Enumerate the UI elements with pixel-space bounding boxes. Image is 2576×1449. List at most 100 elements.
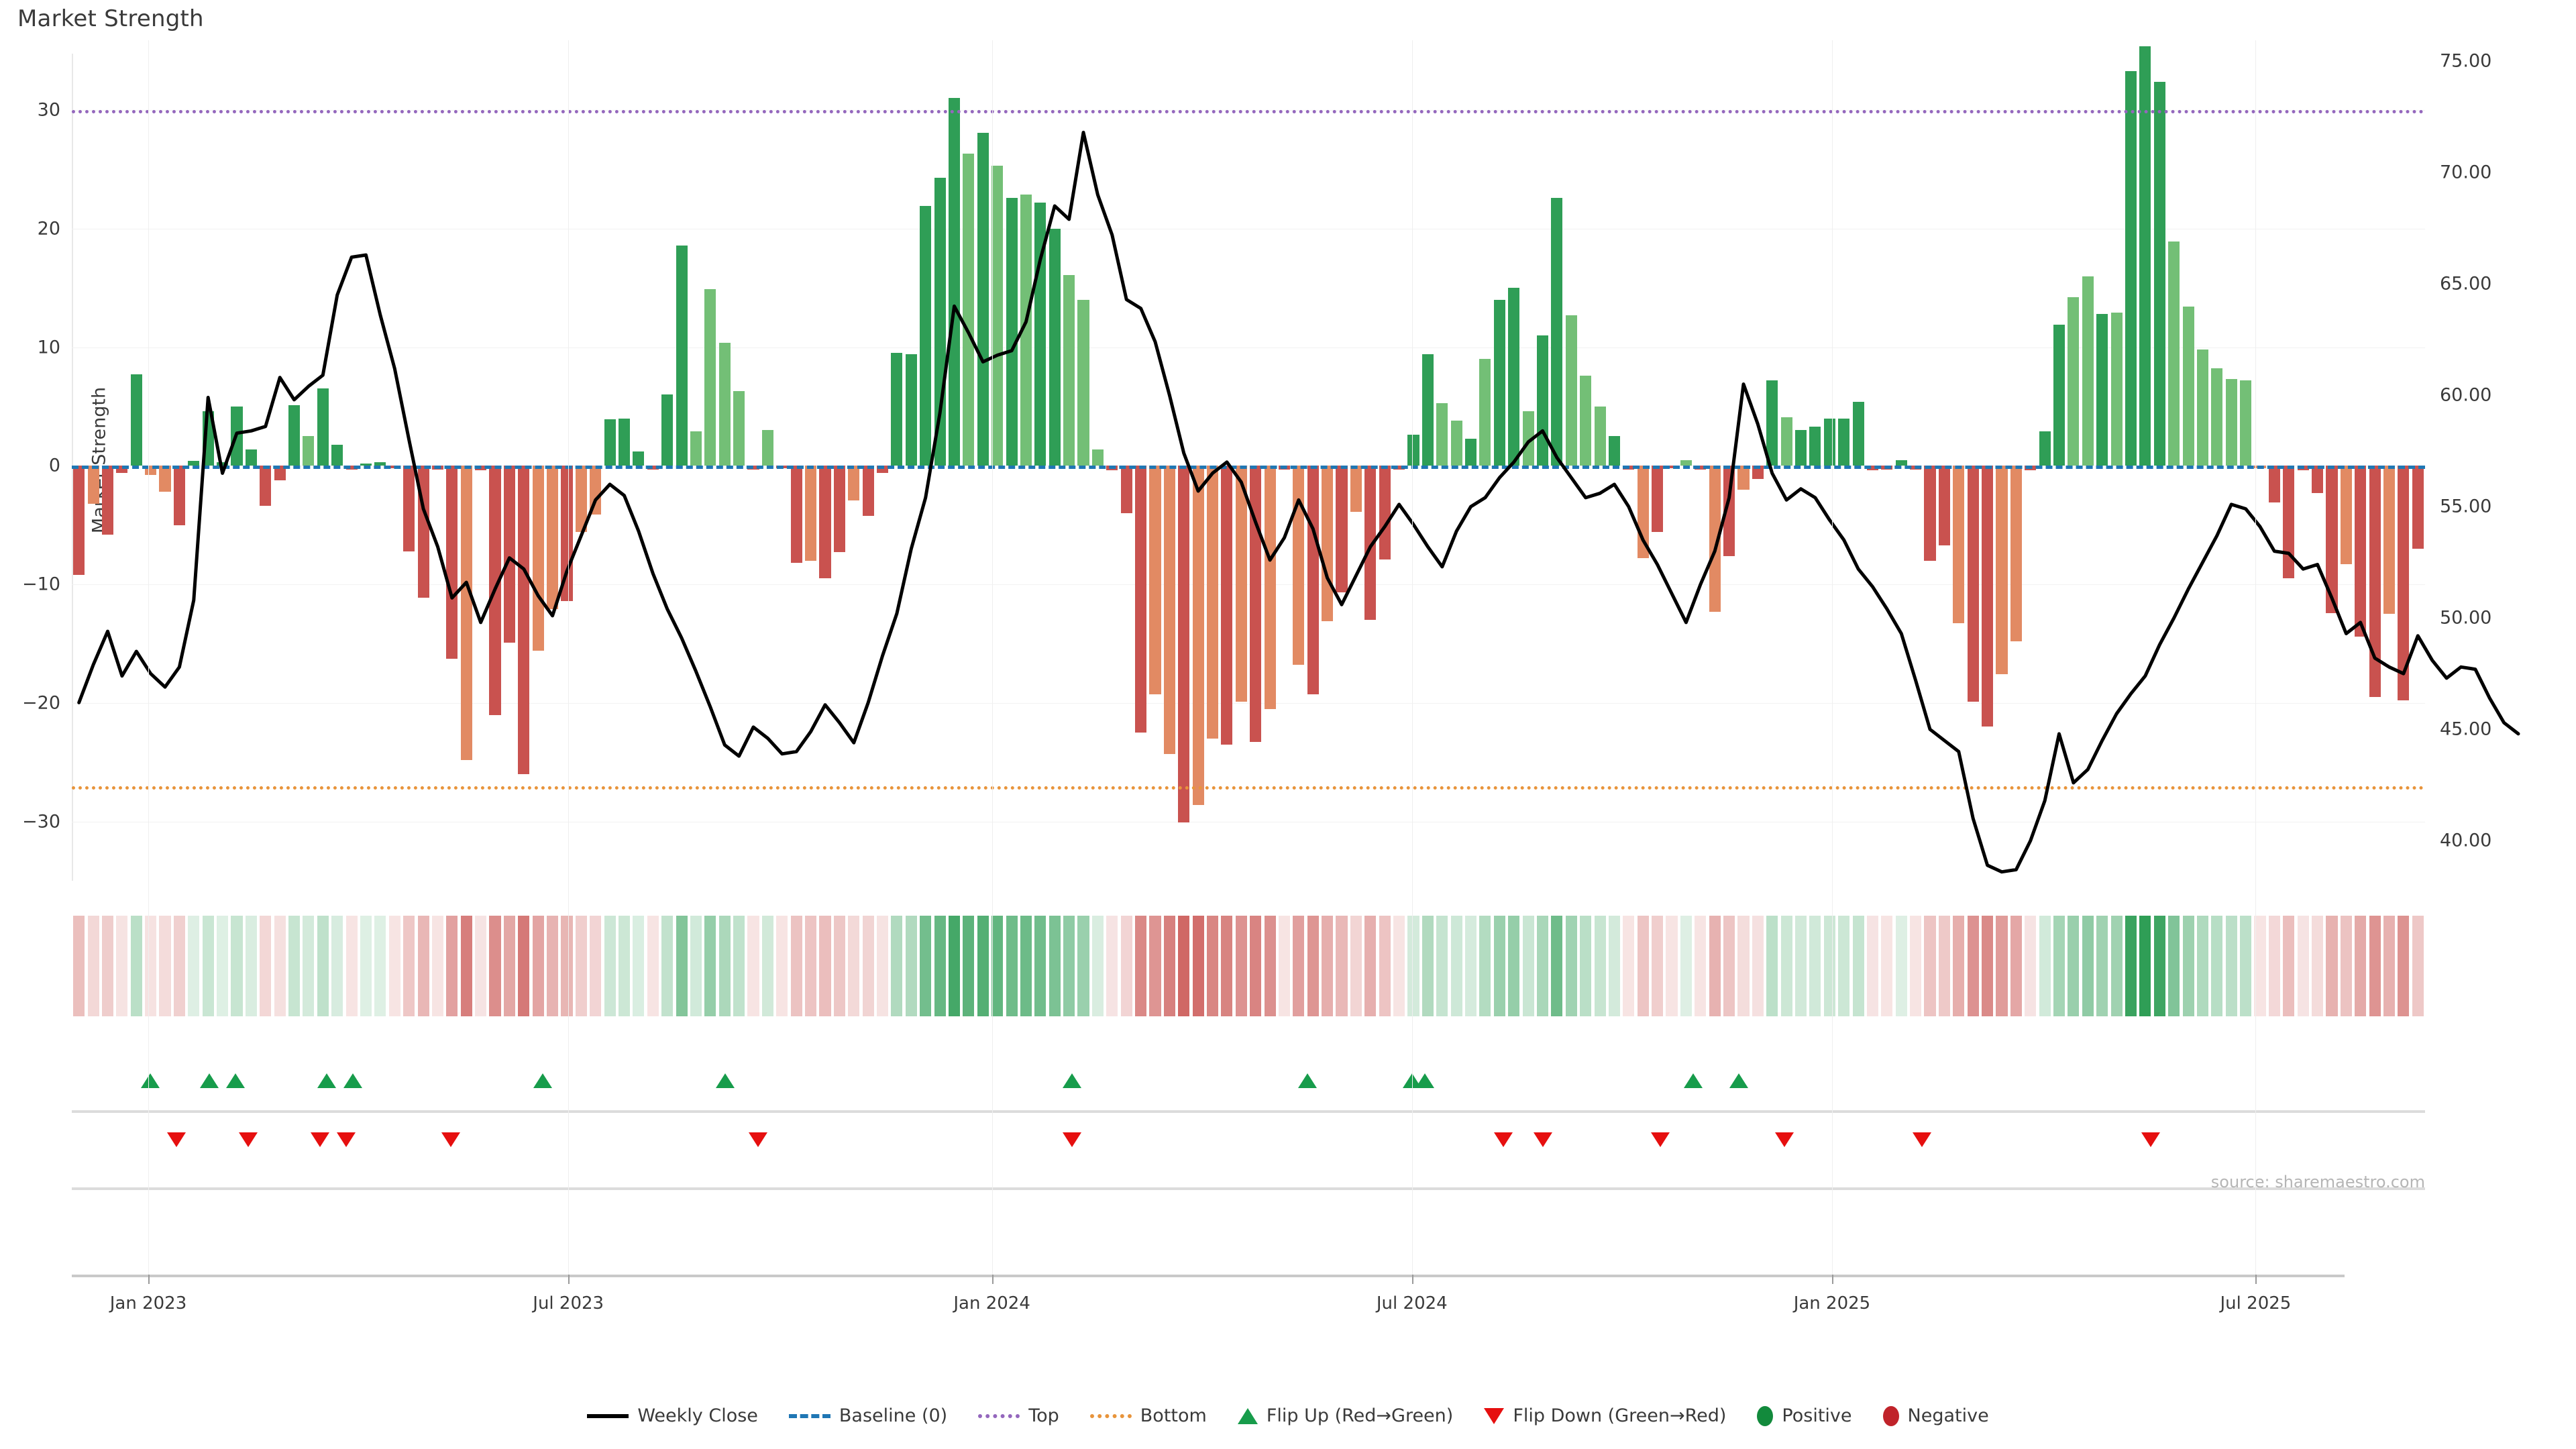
market-strength-bar [1794, 430, 1807, 466]
market-strength-bar [1206, 466, 1219, 739]
heatmap-cell [1479, 916, 1491, 1016]
market-strength-bar [1436, 402, 1448, 466]
market-strength-bar [633, 451, 645, 466]
market-strength-bar [2110, 313, 2123, 466]
heatmap-cell [1623, 916, 1635, 1016]
heatmap-cell [2254, 916, 2266, 1016]
market-strength-bar [460, 466, 472, 760]
legend-item-positive[interactable]: Positive [1757, 1405, 1852, 1426]
market-strength-bar [1852, 401, 1864, 466]
y-axis-left-tick-label: −30 [22, 811, 60, 833]
y-axis-right-tick-label: 75.00 [2440, 50, 2492, 72]
heatmap-cell [1436, 916, 1448, 1016]
y-axis-left-tick-label: 30 [37, 99, 60, 121]
legend-item-weekly-close[interactable]: Weekly Close [587, 1405, 758, 1426]
market-strength-bar [948, 98, 961, 466]
market-strength-bar [1809, 427, 1821, 466]
market-strength-bar [1580, 376, 1592, 466]
heatmap-cell [977, 916, 989, 1016]
heatmap-cell [1895, 916, 1907, 1016]
x-axis-tick-mark [568, 1275, 570, 1284]
market-strength-bar [891, 353, 903, 466]
market-strength-bar [1293, 466, 1305, 665]
legend-item-top[interactable]: Top [978, 1405, 1059, 1426]
flip-down-marker [1912, 1132, 1931, 1147]
market-strength-bar [2082, 276, 2094, 466]
market-strength-bar [1149, 466, 1161, 695]
flip-down-marker [337, 1132, 356, 1147]
heatmap-cell [547, 916, 559, 1016]
market-strength-bar [403, 466, 415, 551]
heatmap-cell [73, 916, 85, 1016]
legend-item-flip-down[interactable]: Flip Down (Green→Red) [1484, 1405, 1726, 1426]
legend-item-negative[interactable]: Negative [1882, 1405, 1989, 1426]
market-strength-bar [446, 466, 458, 659]
flip-down-marker [166, 1132, 186, 1147]
market-strength-bar [2369, 466, 2381, 697]
market-strength-bar [547, 466, 559, 610]
y-axis-right-tick-label: 45.00 [2440, 718, 2492, 740]
market-strength-bar [1120, 466, 1132, 514]
heatmap-cell [1464, 916, 1477, 1016]
heatmap-cell [2196, 916, 2208, 1016]
x-gridline [568, 40, 570, 1275]
market-strength-bar [1379, 466, 1391, 559]
heatmap-cell [604, 916, 616, 1016]
legend-item-label: Negative [1907, 1405, 1989, 1426]
market-strength-bar [1709, 466, 1721, 612]
heatmap-cell [1364, 916, 1377, 1016]
x-axis-tick-mark [1831, 1275, 1833, 1284]
heatmap-cell [1235, 916, 1247, 1016]
legend-item-flip-up[interactable]: Flip Up (Red→Green) [1237, 1405, 1453, 1426]
heatmap-cell [1063, 916, 1075, 1016]
flip-down-triangle-icon [1484, 1407, 1505, 1424]
market-strength-bar [1450, 421, 1462, 466]
heatmap-cell [1178, 916, 1190, 1016]
heatmap-cell [2326, 916, 2338, 1016]
x-axis-tick-label: Jan 2024 [953, 1293, 1030, 1313]
y-axis-right-tick-label: 55.00 [2440, 496, 2492, 517]
heatmap-cell [1450, 916, 1462, 1016]
heatmap-cell [1393, 916, 1405, 1016]
legend-item-baseline[interactable]: Baseline (0) [788, 1405, 948, 1426]
market-strength-bar [188, 461, 200, 466]
heatmap-cell [676, 916, 688, 1016]
heatmap-cell [1637, 916, 1649, 1016]
market-strength-bar [173, 466, 185, 525]
source-attribution: source: sharemaestro.com [2210, 1173, 2425, 1191]
legend-item-label: Baseline (0) [839, 1405, 948, 1426]
market-strength-bar [2096, 314, 2108, 466]
heatmap-cell [1680, 916, 1692, 1016]
heatmap-cell [217, 916, 229, 1016]
heatmap-cell [1996, 916, 2008, 1016]
heatmap-cell [1135, 916, 1147, 1016]
y-axis-right-tick-label: 65.00 [2440, 273, 2492, 294]
market-strength-bar [1680, 460, 1692, 466]
heatmap-cell [460, 916, 472, 1016]
heatmap-cell [2139, 916, 2151, 1016]
market-strength-bar [217, 462, 229, 466]
heatmap-cell [1020, 916, 1032, 1016]
heatmap-cell [503, 916, 515, 1016]
heatmap-cell [704, 916, 716, 1016]
heatmap-cell [618, 916, 631, 1016]
flip-down-marker [1062, 1132, 1081, 1147]
bottom-dot-swatch [1089, 1413, 1132, 1418]
heatmap-cell [1838, 916, 1850, 1016]
heatmap-cell [1666, 916, 1678, 1016]
market-strength-bar [331, 444, 343, 466]
heatmap-cell [934, 916, 946, 1016]
market-strength-bar [532, 466, 544, 651]
top-dot-swatch [978, 1413, 1020, 1418]
market-strength-bar [2240, 380, 2252, 466]
market-strength-bar [1091, 449, 1104, 466]
heatmap-cell [202, 916, 214, 1016]
market-strength-bar [761, 430, 773, 466]
market-strength-bar [920, 206, 932, 466]
heatmap-cell [1350, 916, 1362, 1016]
legend-item-bottom[interactable]: Bottom [1089, 1405, 1207, 1426]
heatmap-cell [360, 916, 372, 1016]
market-strength-bar [2312, 466, 2324, 493]
heatmap-cell [1766, 916, 1778, 1016]
market-strength-bar [833, 466, 845, 553]
